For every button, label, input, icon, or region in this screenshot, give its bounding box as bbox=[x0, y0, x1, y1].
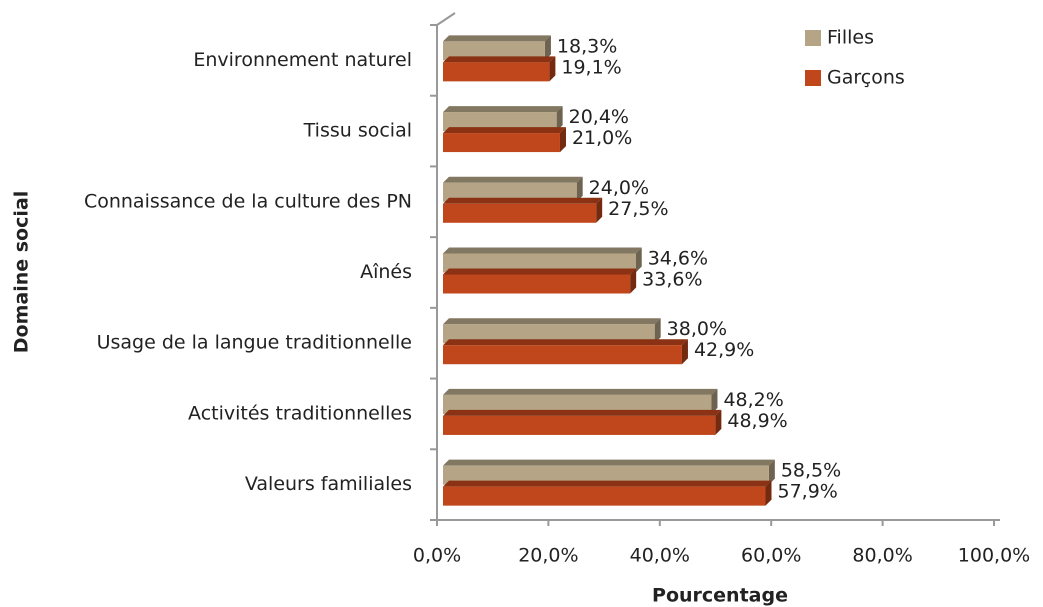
axis-frame bbox=[436, 12, 1000, 521]
y-tick-label: Activités traditionnelles bbox=[188, 402, 412, 424]
bar-side bbox=[654, 318, 661, 344]
bar-face bbox=[443, 345, 682, 365]
bar-top bbox=[443, 480, 772, 487]
bar-face bbox=[443, 465, 769, 485]
bar-top bbox=[443, 459, 775, 466]
bar-side bbox=[681, 339, 688, 365]
legend-label: Garçons bbox=[827, 67, 905, 89]
bar-side bbox=[559, 127, 566, 153]
value-label: 58,5% bbox=[781, 460, 841, 482]
bar-top bbox=[443, 176, 583, 183]
bar bbox=[443, 127, 566, 153]
bar-face bbox=[443, 324, 655, 344]
bar-side bbox=[576, 176, 583, 202]
y-tick-label: Usage de la langue traditionnelle bbox=[97, 332, 412, 354]
bar-side bbox=[596, 197, 603, 223]
bar bbox=[443, 247, 642, 273]
bar bbox=[443, 459, 775, 485]
bar-face bbox=[443, 394, 712, 414]
bar-top bbox=[443, 318, 661, 325]
bar-top bbox=[443, 35, 551, 42]
bar-top bbox=[443, 268, 637, 275]
value-label: 27,5% bbox=[608, 198, 668, 220]
x-tick-label: 40,0% bbox=[630, 545, 690, 567]
bar-side bbox=[549, 56, 556, 82]
bar bbox=[443, 318, 661, 344]
y-tick-label: Environnement naturel bbox=[193, 49, 412, 71]
value-label: 48,9% bbox=[727, 410, 787, 432]
x-tick-label: 100,0% bbox=[958, 545, 1030, 567]
x-tick-label: 60,0% bbox=[741, 545, 801, 567]
value-label: 24,0% bbox=[589, 177, 649, 199]
bar-side bbox=[630, 268, 637, 294]
bar-top bbox=[443, 339, 688, 346]
bar-face bbox=[443, 182, 577, 202]
value-label: 21,0% bbox=[572, 127, 632, 149]
bar-face bbox=[443, 415, 716, 435]
bar-face bbox=[443, 486, 766, 506]
y-axis-label: Domaine social bbox=[11, 191, 33, 353]
bar-side bbox=[711, 388, 718, 414]
bar bbox=[443, 480, 772, 506]
bar-side bbox=[635, 247, 642, 273]
value-label: 19,1% bbox=[561, 56, 621, 78]
x-axis-label: Pourcentage bbox=[652, 585, 788, 607]
bar-side bbox=[556, 106, 563, 132]
bar-top bbox=[443, 127, 566, 134]
bar-top bbox=[443, 197, 603, 204]
value-label: 33,6% bbox=[642, 269, 702, 291]
x-tick-label: 20,0% bbox=[518, 545, 578, 567]
bar-side bbox=[768, 459, 775, 485]
value-label: 38,0% bbox=[667, 318, 727, 340]
bar-face bbox=[443, 274, 631, 294]
bar-top bbox=[443, 388, 718, 395]
bar-side bbox=[715, 409, 722, 435]
y-tick-label: Connaissance de la culture des PN bbox=[84, 190, 412, 212]
bar-top bbox=[443, 106, 563, 113]
bar-face bbox=[443, 203, 597, 223]
value-label: 20,4% bbox=[569, 106, 629, 128]
bar-side bbox=[544, 35, 551, 61]
bar-top bbox=[443, 409, 722, 416]
bar-side bbox=[765, 480, 772, 506]
value-label: 42,9% bbox=[694, 339, 754, 361]
legend-swatch bbox=[805, 70, 821, 86]
bar bbox=[443, 409, 722, 435]
bar-face bbox=[443, 112, 557, 132]
bar bbox=[443, 339, 688, 365]
bar bbox=[443, 35, 551, 61]
legend-label: Filles bbox=[827, 27, 874, 49]
x-tick-label: 80,0% bbox=[852, 545, 912, 567]
value-label: 18,3% bbox=[557, 35, 617, 57]
bar bbox=[443, 197, 603, 223]
bar-face bbox=[443, 62, 550, 82]
bar bbox=[443, 388, 718, 414]
y-tick-label: Valeurs familiales bbox=[245, 473, 412, 495]
bar bbox=[443, 56, 556, 82]
value-label: 34,6% bbox=[648, 248, 708, 270]
bar bbox=[443, 268, 637, 294]
bar bbox=[443, 106, 563, 132]
value-label: 57,9% bbox=[778, 481, 838, 503]
bar-top bbox=[443, 56, 556, 63]
bar-face bbox=[443, 133, 560, 153]
y-tick-label: Tissu social bbox=[303, 120, 412, 142]
y-tick-label: Aînés bbox=[360, 261, 412, 283]
bar-face bbox=[443, 253, 636, 273]
bar-top bbox=[443, 247, 642, 254]
value-label: 48,2% bbox=[723, 389, 783, 411]
bar bbox=[443, 176, 583, 202]
x-tick-label: 0,0% bbox=[413, 545, 461, 567]
bar-face bbox=[443, 41, 545, 61]
legend-swatch bbox=[805, 30, 821, 46]
